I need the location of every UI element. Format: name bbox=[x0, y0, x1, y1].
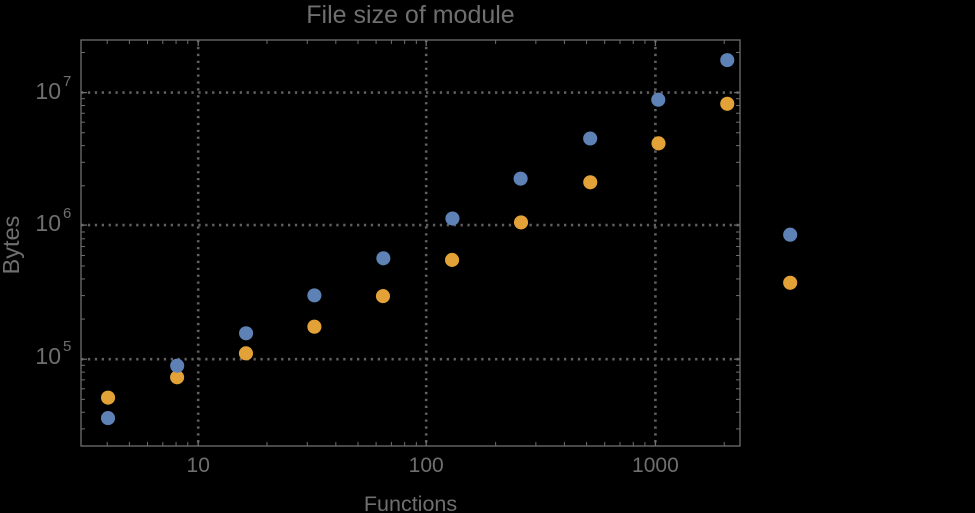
svg-text:6: 6 bbox=[63, 205, 71, 222]
svg-text:10: 10 bbox=[187, 454, 210, 477]
svg-text:File size of module: File size of module bbox=[306, 1, 514, 29]
svg-text:7: 7 bbox=[63, 73, 71, 90]
svg-text:10: 10 bbox=[35, 78, 61, 104]
svg-text:10: 10 bbox=[35, 343, 61, 369]
svg-text:5: 5 bbox=[63, 338, 71, 355]
svg-text:100: 100 bbox=[409, 454, 444, 477]
svg-text:Functions: Functions bbox=[364, 492, 457, 513]
svg-text:Bytes: Bytes bbox=[0, 216, 24, 275]
svg-text:10: 10 bbox=[35, 210, 61, 236]
svg-text:1000: 1000 bbox=[632, 454, 679, 477]
